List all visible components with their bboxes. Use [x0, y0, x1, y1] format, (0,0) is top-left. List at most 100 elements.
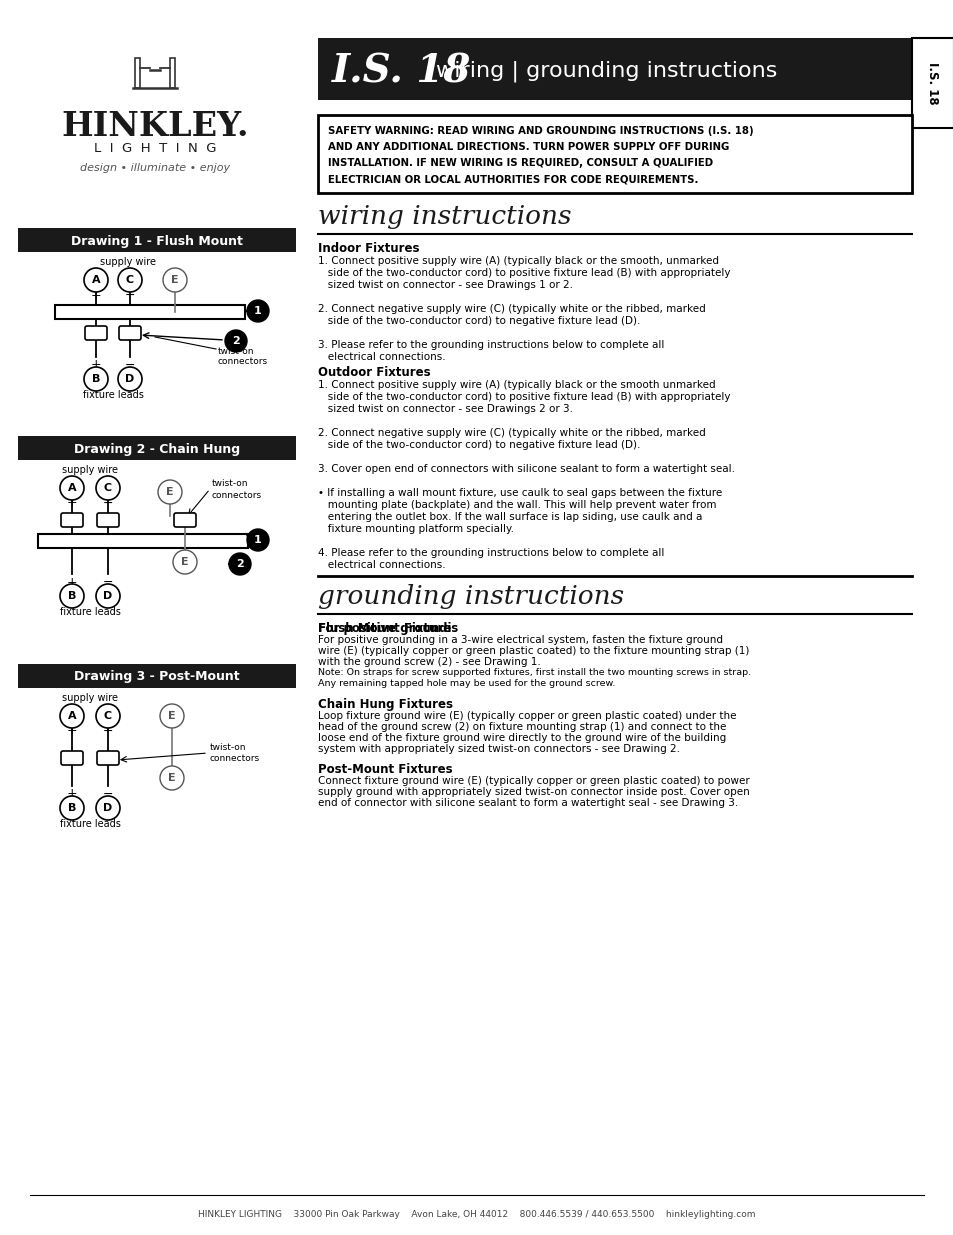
Text: 3. Please refer to the grounding instructions below to complete all: 3. Please refer to the grounding instruc… — [317, 340, 663, 350]
Circle shape — [60, 797, 84, 820]
Circle shape — [172, 550, 196, 574]
Text: C: C — [104, 483, 112, 493]
Text: 2: 2 — [236, 559, 244, 569]
Text: Note: On straps for screw supported fixtures, first install the two mounting scr: Note: On straps for screw supported fixt… — [317, 668, 750, 677]
Text: C: C — [104, 711, 112, 721]
Text: fixture mounting platform specially.: fixture mounting platform specially. — [317, 524, 514, 534]
Text: AND ANY ADDITIONAL DIRECTIONS. TURN POWER SUPPLY OFF DURING: AND ANY ADDITIONAL DIRECTIONS. TURN POWE… — [328, 142, 729, 152]
FancyBboxPatch shape — [85, 326, 107, 340]
Text: loose end of the fixture ground wire directly to the ground wire of the building: loose end of the fixture ground wire dir… — [317, 734, 725, 743]
Text: Drawing 1 - Flush Mount: Drawing 1 - Flush Mount — [71, 235, 243, 247]
Text: grounding instructions: grounding instructions — [317, 584, 623, 609]
FancyBboxPatch shape — [97, 513, 119, 527]
Circle shape — [60, 584, 84, 608]
Text: 1: 1 — [253, 306, 262, 316]
Text: +: + — [91, 289, 101, 301]
Circle shape — [247, 529, 269, 551]
Ellipse shape — [143, 308, 157, 316]
Text: Indoor Fixtures: Indoor Fixtures — [317, 242, 419, 254]
Text: electrical connections.: electrical connections. — [317, 559, 445, 571]
Circle shape — [118, 268, 142, 291]
Bar — [0, 0, 310, 1235]
Circle shape — [96, 704, 120, 727]
Text: D: D — [125, 374, 134, 384]
Circle shape — [225, 330, 247, 352]
FancyBboxPatch shape — [173, 513, 195, 527]
Circle shape — [60, 475, 84, 500]
Text: E: E — [168, 773, 175, 783]
Text: Chain Hung Fixtures: Chain Hung Fixtures — [317, 698, 453, 711]
Bar — [55, 305, 245, 319]
Text: +: + — [67, 576, 77, 589]
Bar — [18, 436, 295, 459]
Text: E: E — [171, 275, 178, 285]
Bar — [18, 228, 295, 252]
Text: twist-on: twist-on — [218, 347, 254, 356]
Text: L  I  G  H  T  I  N  G: L I G H T I N G — [93, 142, 216, 154]
Text: Connect fixture ground wire (E) (typically copper or green plastic coated) to po: Connect fixture ground wire (E) (typical… — [317, 776, 749, 785]
FancyBboxPatch shape — [61, 513, 83, 527]
Text: wiring | grounding instructions: wiring | grounding instructions — [436, 61, 777, 82]
Text: E: E — [168, 711, 175, 721]
Text: I.S. 18: I.S. 18 — [332, 52, 471, 90]
Text: connectors: connectors — [210, 755, 260, 763]
Circle shape — [96, 584, 120, 608]
Text: I.S. 18: I.S. 18 — [925, 62, 939, 104]
Text: +: + — [91, 358, 101, 372]
Text: 3. Cover open end of connectors with silicone sealant to form a watertight seal.: 3. Cover open end of connectors with sil… — [317, 464, 734, 474]
Text: E: E — [181, 557, 189, 567]
Text: side of the two-conductor cord) to negative fixture lead (D).: side of the two-conductor cord) to negat… — [317, 440, 639, 450]
Text: Loop fixture ground wire (E) (typically copper or green plastic coated) under th: Loop fixture ground wire (E) (typically … — [317, 711, 736, 721]
Text: end of connector with silicone sealant to form a watertight seal - see Drawing 3: end of connector with silicone sealant t… — [317, 798, 738, 808]
Text: side of the two-conductor cord) to positive fixture lead (B) with appropriately: side of the two-conductor cord) to posit… — [317, 268, 730, 278]
Ellipse shape — [136, 536, 150, 546]
Text: supply wire: supply wire — [100, 257, 156, 267]
Bar — [135, 58, 140, 88]
Text: Post-Mount Fixtures: Post-Mount Fixtures — [317, 763, 452, 776]
Text: Drawing 3 - Post-Mount: Drawing 3 - Post-Mount — [74, 671, 239, 683]
Text: −: − — [103, 576, 113, 589]
Text: • If installing a wall mount fixture, use caulk to seal gaps between the fixture: • If installing a wall mount fixture, us… — [317, 488, 721, 498]
Text: head of the ground screw (2) on fixture mounting strap (1) and connect to the: head of the ground screw (2) on fixture … — [317, 722, 725, 732]
Text: E: E — [166, 487, 173, 496]
Text: Any remaining tapped hole may be used for the ground screw.: Any remaining tapped hole may be used fo… — [317, 679, 615, 688]
Text: sized twist on connector - see Drawings 1 or 2.: sized twist on connector - see Drawings … — [317, 280, 573, 290]
Text: wiring instructions: wiring instructions — [317, 204, 571, 228]
Text: D: D — [103, 592, 112, 601]
Text: For positive groundi: For positive groundi — [317, 622, 451, 635]
Text: 1: 1 — [253, 535, 262, 545]
Text: supply wire: supply wire — [62, 693, 118, 703]
Circle shape — [163, 268, 187, 291]
Text: electrical connections.: electrical connections. — [317, 352, 445, 362]
Text: mounting plate (backplate) and the wall. This will help prevent water from: mounting plate (backplate) and the wall.… — [317, 500, 716, 510]
Text: C: C — [126, 275, 134, 285]
Text: connectors: connectors — [218, 357, 268, 367]
Bar — [317, 115, 911, 193]
Circle shape — [247, 300, 269, 322]
Text: −: − — [103, 496, 113, 510]
Text: supply ground with appropriately sized twist-on connector inside post. Cover ope: supply ground with appropriately sized t… — [317, 787, 749, 797]
Text: side of the two-conductor cord) to positive fixture lead (B) with appropriately: side of the two-conductor cord) to posit… — [317, 391, 730, 403]
Text: fixture leads: fixture leads — [59, 606, 120, 618]
Bar — [317, 38, 911, 100]
Text: ELECTRICIAN OR LOCAL AUTHORITIES FOR CODE REQUIREMENTS.: ELECTRICIAN OR LOCAL AUTHORITIES FOR COD… — [328, 174, 698, 184]
Text: A: A — [68, 711, 76, 721]
Text: 2. Connect negative supply wire (C) (typically white or the ribbed, marked: 2. Connect negative supply wire (C) (typ… — [317, 304, 705, 314]
Text: A: A — [91, 275, 100, 285]
Circle shape — [160, 766, 184, 790]
Text: fixture leads: fixture leads — [83, 390, 143, 400]
Text: HINKLEY LIGHTING    33000 Pin Oak Parkway    Avon Lake, OH 44012    800.446.5539: HINKLEY LIGHTING 33000 Pin Oak Parkway A… — [198, 1210, 755, 1219]
FancyBboxPatch shape — [119, 326, 141, 340]
Text: B: B — [91, 374, 100, 384]
Bar — [18, 664, 295, 688]
Text: −: − — [125, 289, 135, 301]
Text: twist-on: twist-on — [212, 479, 248, 489]
Text: 4. Please refer to the grounding instructions below to complete all: 4. Please refer to the grounding instruc… — [317, 548, 663, 558]
Text: wire (E) (typically copper or green plastic coated) to the fixture mounting stra: wire (E) (typically copper or green plas… — [317, 646, 749, 656]
Text: HINKLEY.: HINKLEY. — [61, 110, 249, 142]
Text: SAFETY WARNING: READ WIRING AND GROUNDING INSTRUCTIONS (I.S. 18): SAFETY WARNING: READ WIRING AND GROUNDIN… — [328, 126, 753, 136]
Text: 1. Connect positive supply wire (A) (typically black or the smooth, unmarked: 1. Connect positive supply wire (A) (typ… — [317, 256, 719, 266]
Text: D: D — [103, 803, 112, 813]
Text: side of the two-conductor cord) to negative fixture lead (D).: side of the two-conductor cord) to negat… — [317, 316, 639, 326]
Text: 1. Connect positive supply wire (A) (typically black or the smooth unmarked: 1. Connect positive supply wire (A) (typ… — [317, 380, 715, 390]
